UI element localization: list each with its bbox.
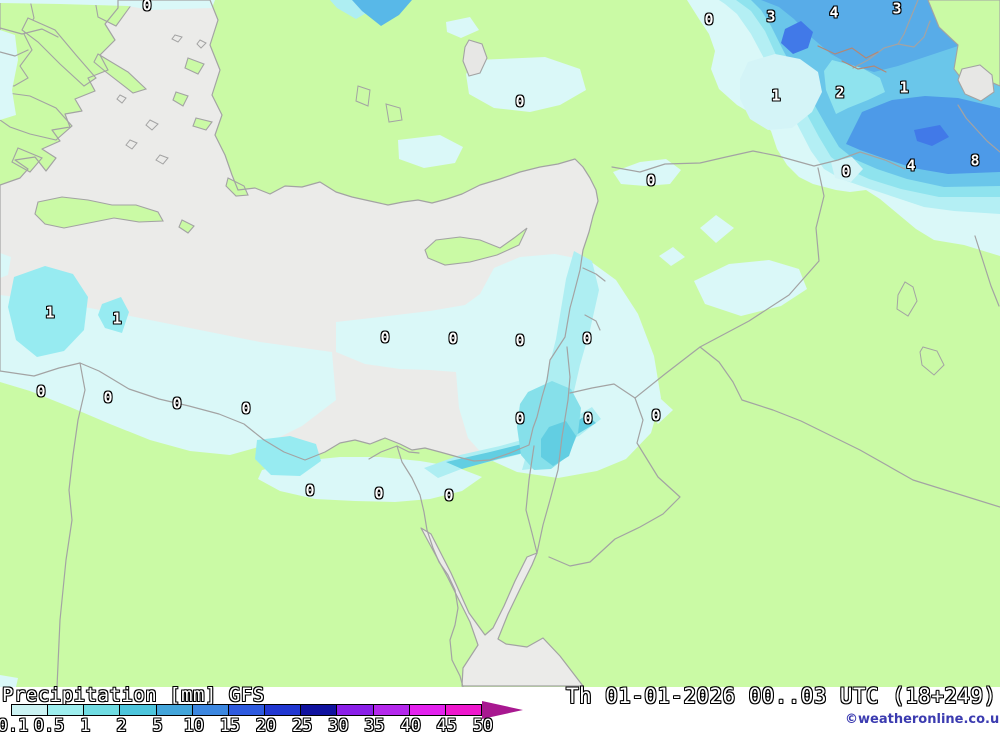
map-canvas xyxy=(0,0,1000,687)
precip-value: 0 xyxy=(583,409,593,428)
precip-value: 0 xyxy=(142,0,152,15)
legend-tick: 15 xyxy=(219,716,241,733)
precip-value: 1 xyxy=(771,86,781,105)
precip-value: 0 xyxy=(582,329,592,348)
precip-value: 0 xyxy=(172,394,182,413)
precip-value: 1 xyxy=(112,309,122,328)
legend-cell xyxy=(337,705,374,715)
legend-cell xyxy=(265,705,302,715)
crete-island xyxy=(34,196,164,229)
caucasus-rivers xyxy=(817,45,887,73)
precip-value: 0 xyxy=(380,328,390,347)
outline-lakes xyxy=(355,85,945,376)
legend-overflow-arrow xyxy=(482,701,523,719)
country-borders xyxy=(0,0,1000,687)
forecast-datetime: Th 01-01-2026 00..03 UTC (18+249) xyxy=(566,684,997,708)
legend-cell xyxy=(445,705,482,715)
legend-tick: 5 xyxy=(152,716,163,733)
legend-tick: 45 xyxy=(436,716,458,733)
precip-value: 8 xyxy=(970,151,980,170)
precip-northeast-system xyxy=(687,0,1000,256)
legend-cell xyxy=(228,705,266,715)
legend-tick: 20 xyxy=(255,716,277,733)
precip-value: 1 xyxy=(899,78,909,97)
precip-value: 0 xyxy=(448,329,458,348)
precip-value: 0 xyxy=(103,388,113,407)
legend-tick: 2 xyxy=(116,716,127,733)
legend-tick: 30 xyxy=(328,716,349,733)
precip-value: 3 xyxy=(892,0,902,18)
legend-tick: 25 xyxy=(291,716,313,733)
cyprus-island xyxy=(424,227,528,266)
precipitation-map: 0 0 3 4 3 0 1 2 1 0 0 4 8 1 1 0 0 0 0 0 0 0 0 0 0 0 0 0 0 xyxy=(0,0,1000,687)
precip-value: 4 xyxy=(906,156,916,175)
precip-value: 0 xyxy=(374,484,384,503)
legend-cell xyxy=(12,705,49,715)
copyright-link[interactable]: ©weatheronline.co.uk xyxy=(845,712,1000,727)
precip-value: 0 xyxy=(515,409,525,428)
precip-value: 3 xyxy=(766,7,776,26)
precip-light-zones xyxy=(8,251,601,478)
precip-value: 0 xyxy=(651,406,661,425)
legend-tick: 1 xyxy=(80,716,91,733)
legend-tick: 0.1 xyxy=(0,716,29,733)
legend-tick: 50 xyxy=(472,716,494,733)
legend-cell xyxy=(192,705,229,715)
lake-urmia xyxy=(957,64,995,102)
legend-tick: 40 xyxy=(400,716,421,733)
legend-cell xyxy=(156,705,193,715)
precip-value: 0 xyxy=(841,162,851,181)
legend-cell xyxy=(409,705,446,715)
precip-value: 4 xyxy=(829,3,839,22)
lake-tuz xyxy=(462,39,488,77)
legend-cell xyxy=(301,705,338,715)
legend-tick: 10 xyxy=(183,716,204,733)
precip-value: 0 xyxy=(241,399,251,418)
precip-value: 0 xyxy=(515,331,525,350)
legend-cell xyxy=(84,705,121,715)
small-island-outlines xyxy=(116,34,207,165)
legend-cell xyxy=(120,705,157,715)
precip-value: 0 xyxy=(305,481,315,500)
legend-cell xyxy=(48,705,85,715)
precip-value: 2 xyxy=(835,83,845,102)
precip-northwest-turkey xyxy=(330,0,412,26)
legend-cell xyxy=(373,705,410,715)
islands xyxy=(34,57,528,266)
precip-value: 0 xyxy=(36,382,46,401)
precip-value: 0 xyxy=(646,171,656,190)
nile-river xyxy=(368,445,464,687)
precip-value: 0 xyxy=(704,10,714,29)
legend-title: Precipitation [mm] GFS xyxy=(2,684,265,706)
precip-value: 0 xyxy=(515,92,525,111)
legend-tick: 35 xyxy=(364,716,385,733)
precip-value: 0 xyxy=(444,486,454,505)
legend-color-bar xyxy=(11,704,482,716)
precip-value: 1 xyxy=(45,303,55,322)
legend-tick: 0.5 xyxy=(33,716,65,733)
precip-west-med xyxy=(0,295,336,455)
